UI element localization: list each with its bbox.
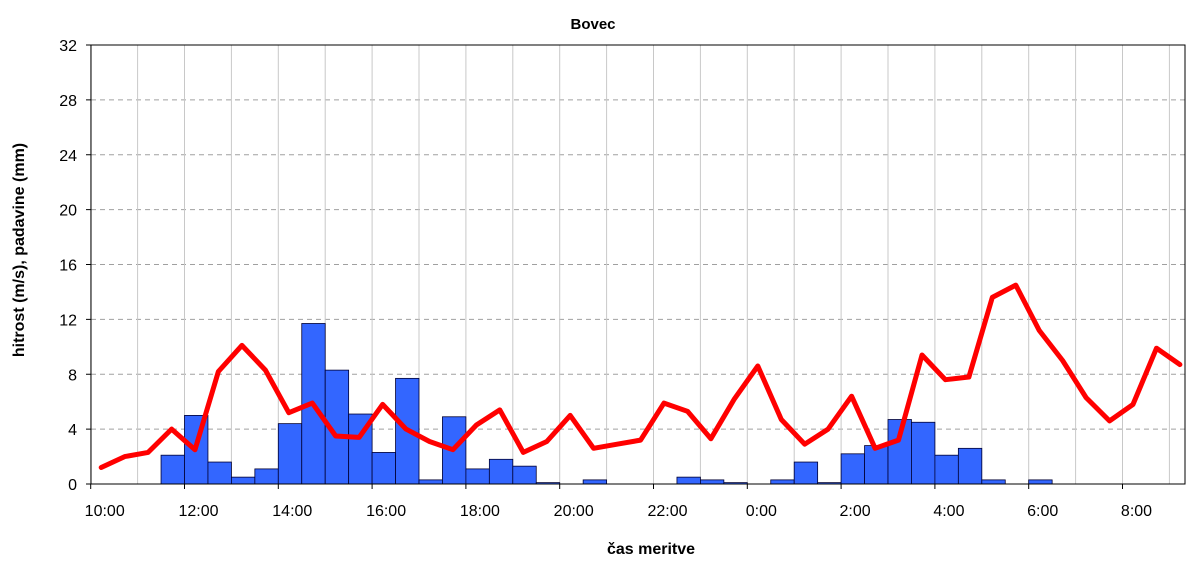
x-tick-label: 18:00 (460, 503, 500, 520)
rain-bar (981, 479, 1006, 485)
chart-title: Bovec (570, 16, 615, 33)
x-tick-label: 4:00 (933, 503, 964, 520)
y-tick-label: 32 (59, 38, 77, 55)
gridlines (90, 44, 1185, 485)
rain-bar (230, 476, 256, 485)
y-tick-labels: 0 4 8 12 16 20 24 28 32 (59, 38, 91, 494)
rain-bar (512, 465, 537, 485)
rain-bar (465, 468, 490, 485)
x-tick-label: 20:00 (554, 503, 594, 520)
rain-bar (911, 421, 936, 485)
y-tick-label: 4 (68, 422, 77, 439)
rain-bar (1028, 479, 1053, 485)
rain-bar (793, 461, 819, 485)
x-tick-label: 0:00 (746, 503, 777, 520)
rain-bar (160, 454, 185, 485)
rain-bar (840, 453, 865, 485)
rain-bar (277, 423, 303, 485)
x-axis-title: čas meritve (607, 541, 695, 558)
x-tick-label: 6:00 (1027, 503, 1058, 520)
x-tick-label: 10:00 (85, 503, 125, 520)
rain-bar (676, 476, 701, 485)
rain-bar (371, 452, 396, 485)
rain-bar (582, 479, 608, 485)
y-tick-label: 20 (59, 203, 77, 220)
y-tick-label: 12 (59, 312, 77, 329)
x-tick-label: 22:00 (647, 503, 687, 520)
x-tick-label: 12:00 (178, 503, 218, 520)
rain-bar (488, 458, 514, 485)
rain-bar (864, 445, 889, 485)
rain-bar (254, 468, 279, 485)
x-tick-label: 14:00 (272, 503, 312, 520)
rain-bar (418, 479, 443, 485)
wind-speed-line (98, 282, 1183, 470)
rain-bar (957, 447, 983, 485)
y-tick-label: 0 (68, 477, 77, 494)
y-axis-title: hitrost (m/s), padavine (mm) (11, 143, 28, 357)
rain-bar (207, 461, 232, 485)
x-tick-label: 2:00 (840, 503, 871, 520)
rain-bar (700, 479, 725, 485)
rain-bar (934, 454, 959, 485)
y-tick-label: 24 (59, 148, 77, 165)
x-tick-label: 8:00 (1121, 503, 1152, 520)
y-tick-label: 28 (59, 93, 77, 110)
x-tick-labels: 10:00 12:00 14:00 16:00 18:00 20:00 22:00 0:00 2… (85, 484, 1152, 520)
x-tick-label: 16:00 (366, 503, 406, 520)
rain-bar (770, 479, 795, 485)
y-tick-label: 16 (59, 258, 77, 275)
y-tick-label: 8 (68, 367, 77, 384)
